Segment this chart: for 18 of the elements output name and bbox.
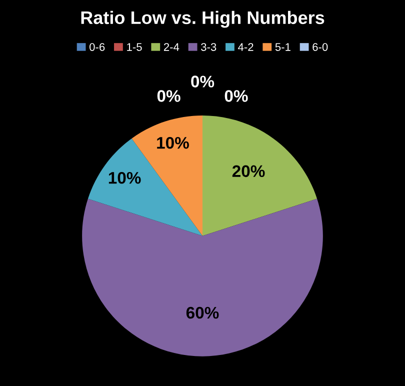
legend-label: 2-4 xyxy=(164,43,180,51)
pie-slice xyxy=(88,138,202,236)
legend-label: 5-1 xyxy=(275,43,290,51)
data-label: 20% xyxy=(232,165,265,178)
pie-slice xyxy=(82,198,323,356)
legend-label: 4-2 xyxy=(238,43,254,51)
chart-title: Ratio Low vs. High Numbers xyxy=(81,10,324,28)
data-label: 10% xyxy=(157,136,189,149)
text: 0% xyxy=(191,76,214,88)
text: 0% xyxy=(224,90,248,102)
data-label: 60% xyxy=(186,306,219,319)
legend-label: 1-5 xyxy=(127,43,142,51)
data-label: 10% xyxy=(108,172,141,184)
legend-label: 6-0 xyxy=(312,43,328,51)
legend-label: 0-6 xyxy=(90,43,105,51)
legend-label: 3-3 xyxy=(201,43,216,51)
text: 0% xyxy=(157,90,180,102)
pie-slice xyxy=(202,115,318,236)
